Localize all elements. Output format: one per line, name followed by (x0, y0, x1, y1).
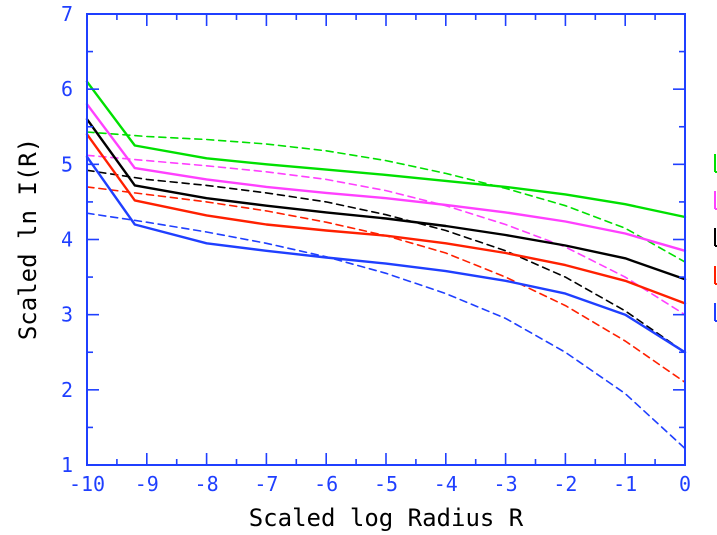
y-axis-title: Scaled ln I(R) (14, 138, 42, 340)
y-tick-labels: 1 2 3 4 5 6 7 (61, 2, 73, 477)
y-tick-label: 5 (61, 152, 73, 176)
x-tick-label: -6 (314, 472, 338, 496)
series-line-magenta-solid (85, 103, 687, 252)
y-tick-label: 1 (61, 453, 73, 477)
x-tick-labels: -10 -9 -8 -7 -6 -5 -4 -3 -2 -1 0 (69, 472, 691, 496)
series-line-black-solid (85, 118, 687, 281)
x-axis-title: Scaled log Radius R (249, 504, 524, 532)
y-tick-label: 4 (61, 228, 73, 252)
series-line-blue-dashed (86, 212, 686, 450)
legend (714, 154, 717, 322)
axis-ticks (86, 13, 686, 466)
series-line-black-dashed (86, 169, 686, 354)
x-tick-label: -1 (613, 472, 637, 496)
x-tick-label: -7 (254, 472, 278, 496)
series-layer (85, 80, 687, 450)
y-tick-label: 6 (61, 77, 73, 101)
y-tick-label: 2 (61, 378, 73, 402)
x-tick-label: -5 (374, 472, 398, 496)
x-tick-label: -3 (494, 472, 518, 496)
x-tick-label: -8 (195, 472, 219, 496)
x-tick-label: 0 (679, 472, 691, 496)
x-tick-label: -10 (69, 472, 105, 496)
series-line-magenta-dashed (86, 154, 686, 316)
series-line-blue-solid (85, 155, 687, 354)
y-tick-label: 7 (61, 2, 73, 26)
y-tick-label: 3 (61, 303, 73, 327)
plot-frame (86, 13, 686, 466)
series-line-red-dashed (86, 186, 686, 384)
series-line-green-solid (85, 80, 687, 219)
x-tick-label: -2 (553, 472, 577, 496)
x-tick-label: -9 (135, 472, 159, 496)
series-line-green-dashed (86, 131, 686, 263)
x-tick-label: -4 (434, 472, 458, 496)
